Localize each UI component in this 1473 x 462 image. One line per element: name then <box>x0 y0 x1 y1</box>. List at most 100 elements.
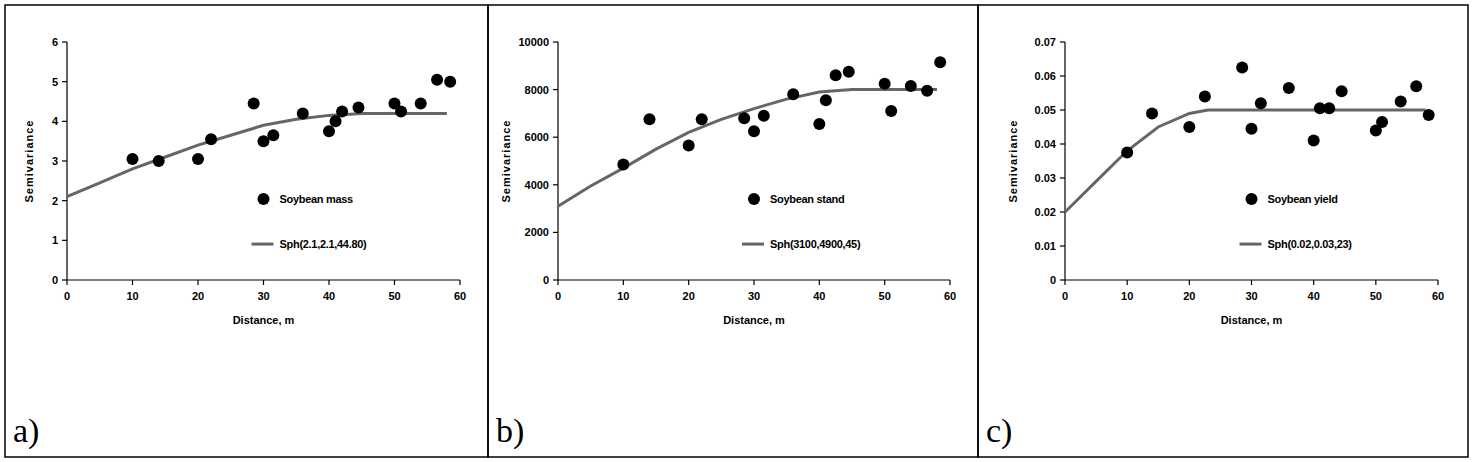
y-tick-label: 0.07 <box>1035 36 1056 48</box>
legend-label: Sph(3100,4900,45) <box>770 238 861 250</box>
y-axis-label: Semivariance <box>23 120 35 203</box>
y-axis <box>557 42 558 280</box>
y-tick <box>1060 279 1065 280</box>
data-point <box>330 115 342 127</box>
y-tick-label: 0.04 <box>1035 138 1057 150</box>
y-tick <box>62 279 67 280</box>
x-tick-label: 20 <box>683 290 695 302</box>
x-tick-label: 20 <box>1183 290 1195 302</box>
x-tick <box>819 280 820 285</box>
chart: 00.010.020.030.040.050.060.0701020304050… <box>986 36 1444 450</box>
y-tick-label: 6000 <box>525 131 549 143</box>
y-axis <box>1064 42 1065 280</box>
x-tick <box>132 280 133 285</box>
y-tick <box>553 41 558 42</box>
y-tick-label: 3 <box>52 155 58 167</box>
data-point <box>336 105 348 117</box>
x-tick <box>1189 280 1190 285</box>
x-tick-label: 50 <box>879 290 891 302</box>
x-tick <box>949 280 950 285</box>
x-tick <box>623 280 624 285</box>
x-tick <box>884 280 885 285</box>
data-point <box>444 76 456 88</box>
x-tick <box>1437 280 1438 285</box>
x-tick <box>66 280 67 285</box>
y-tick <box>553 137 558 138</box>
y-tick-label: 2 <box>52 195 58 207</box>
data-point <box>758 110 770 122</box>
y-tick-label: 2000 <box>525 226 549 238</box>
data-point <box>843 66 855 78</box>
data-point <box>127 153 139 165</box>
x-tick-label: 40 <box>1308 290 1320 302</box>
data-point <box>885 105 897 117</box>
panel-frame <box>488 5 978 457</box>
y-tick <box>62 41 67 42</box>
data-point <box>830 69 842 81</box>
y-tick <box>553 232 558 233</box>
data-point <box>1199 90 1211 102</box>
data-point <box>820 94 832 106</box>
x-tick <box>688 280 689 285</box>
legend-label: Soybean mass <box>280 193 354 205</box>
data-point <box>1376 116 1388 128</box>
y-tick <box>1060 211 1065 212</box>
chart: 02000400060008000100000102030405060Dista… <box>496 36 956 450</box>
x-tick-label: 30 <box>257 290 269 302</box>
data-point <box>1236 62 1248 74</box>
x-tick-label: 10 <box>126 290 138 302</box>
x-tick-label: 60 <box>1432 290 1444 302</box>
y-tick-label: 0 <box>52 274 58 286</box>
y-tick <box>553 184 558 185</box>
legend-swatch <box>1240 243 1262 246</box>
data-point <box>696 113 708 125</box>
data-point <box>1308 135 1320 147</box>
x-axis-label: Distance, m <box>233 314 295 326</box>
x-tick-label: 50 <box>1370 290 1382 302</box>
x-tick <box>557 280 558 285</box>
x-tick-label: 0 <box>64 290 70 302</box>
plot-area <box>1065 62 1435 213</box>
y-tick-label: 0 <box>1050 274 1056 286</box>
data-point <box>1255 97 1267 109</box>
data-point <box>879 78 891 90</box>
legend-label: Sph(2.1,2.1,44.80) <box>280 238 368 250</box>
y-axis-label: Semivariance <box>1007 120 1019 203</box>
panel-label: a) <box>13 412 39 450</box>
x-tick-label: 30 <box>1245 290 1257 302</box>
model-line <box>1065 110 1426 212</box>
data-point <box>1183 121 1195 133</box>
legend-swatch <box>742 243 764 246</box>
legend-swatch <box>748 193 760 205</box>
data-point <box>1323 102 1335 114</box>
x-tick <box>263 280 264 285</box>
data-point <box>248 97 260 109</box>
x-tick-label: 30 <box>748 290 760 302</box>
x-tick-label: 60 <box>454 290 466 302</box>
y-tick <box>62 200 67 201</box>
panel-label: c) <box>986 412 1012 450</box>
legend-swatch <box>258 193 270 205</box>
y-tick <box>1060 177 1065 178</box>
data-point <box>934 56 946 68</box>
x-tick <box>1375 280 1376 285</box>
model-line <box>67 113 447 196</box>
y-tick <box>1060 41 1065 42</box>
legend-label: Soybean stand <box>770 193 844 205</box>
y-tick-label: 1 <box>52 234 58 246</box>
y-tick <box>1060 109 1065 110</box>
data-point <box>205 133 217 145</box>
data-point <box>415 97 427 109</box>
y-tick-label: 10000 <box>518 36 549 48</box>
x-tick-label: 0 <box>555 290 561 302</box>
y-tick <box>1060 143 1065 144</box>
y-tick <box>1060 245 1065 246</box>
y-tick-label: 4 <box>52 115 59 127</box>
x-axis-label: Distance, m <box>723 314 785 326</box>
x-tick-label: 10 <box>617 290 629 302</box>
x-axis-label: Distance, m <box>1221 314 1283 326</box>
data-point <box>643 113 655 125</box>
data-point <box>323 125 335 137</box>
model-line <box>558 90 937 207</box>
y-tick <box>62 160 67 161</box>
